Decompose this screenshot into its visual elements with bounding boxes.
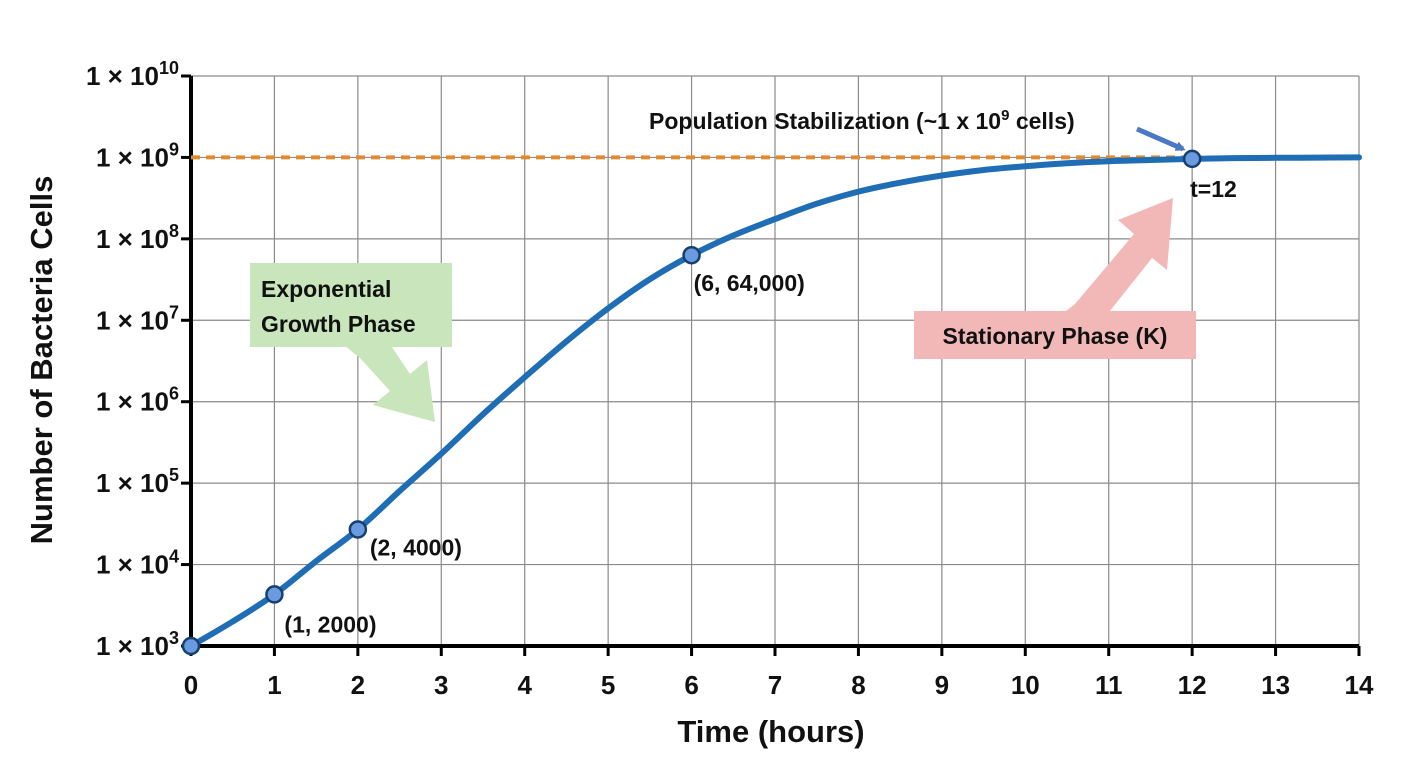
x-tick-label: 14 <box>1345 670 1374 700</box>
axes <box>181 74 1361 656</box>
data-point <box>682 245 701 265</box>
x-tick-label: 8 <box>851 670 865 700</box>
stationary-phase-arrow <box>1062 198 1173 336</box>
exponential-phase-annotation: Exponential Growth Phase <box>250 263 452 422</box>
y-tick-label: 1 × 103 <box>96 628 179 661</box>
y-tick-label: 1 × 106 <box>96 384 179 417</box>
data-points <box>181 149 1202 656</box>
data-point <box>348 520 368 539</box>
data-point-label: t=12 <box>1190 176 1237 202</box>
y-tick-label: 1 × 108 <box>96 221 179 254</box>
x-tick-label: 6 <box>684 670 698 700</box>
y-tick-label: 1 × 109 <box>96 139 179 172</box>
x-tick-labels: 0 1 2 3 4 5 6 7 8 9 10 11 12 13 14 <box>184 670 1374 700</box>
y-tick-label: 1 × 104 <box>96 547 179 580</box>
y-tick-labels: 1 × 103 1 × 104 1 × 105 1 × 106 1 × 107 1 × 1… <box>86 58 179 661</box>
x-tick-label: 7 <box>768 670 782 700</box>
growth-curve <box>188 154 1362 649</box>
x-tick-label: 1 <box>267 670 281 700</box>
x-tick-label: 12 <box>1178 670 1207 700</box>
stabilization-arrow <box>1136 126 1186 152</box>
x-tick-label: 4 <box>517 670 532 700</box>
stationary-phase-annotation: Stationary Phase (K) <box>914 198 1196 359</box>
data-point-label: (6, 64,000) <box>694 270 805 296</box>
x-tick-label: 5 <box>601 670 615 700</box>
data-point-label: (2, 4000) <box>370 534 462 560</box>
exponential-phase-label-line2: Growth Phase <box>261 311 416 337</box>
data-point <box>265 585 284 604</box>
stationary-phase-label: Stationary Phase (K) <box>943 323 1168 349</box>
x-tick-label: 3 <box>434 670 448 700</box>
x-tick-label: 13 <box>1261 670 1290 700</box>
point-labels: (1, 2000) (2, 4000) (6, 64,000) t=12 <box>284 176 1236 638</box>
data-point <box>181 636 201 656</box>
x-tick-label: 0 <box>184 670 198 700</box>
stationary-phase-box <box>914 311 1196 359</box>
x-tick-label: 10 <box>1011 670 1040 700</box>
data-point <box>1182 149 1202 169</box>
y-tick-label: 1 × 1010 <box>86 58 179 91</box>
x-tick-label: 2 <box>351 670 365 700</box>
x-axis-title: Time (hours) <box>677 714 864 749</box>
x-tick-label: 11 <box>1095 670 1123 700</box>
stabilization-label: Population Stabilization (~1 x 109 cells… <box>649 107 1075 134</box>
data-point-label: (1, 2000) <box>284 611 376 637</box>
x-tick-label: 9 <box>935 670 949 700</box>
exponential-phase-label-line1: Exponential <box>261 276 391 302</box>
y-axis-title: Number of Bacteria Cells <box>24 176 59 545</box>
exponential-phase-box <box>250 263 452 347</box>
stabilization-annotation: Population Stabilization (~1 x 109 cells… <box>649 107 1186 152</box>
y-tick-label: 1 × 105 <box>96 465 179 498</box>
y-tick-label: 1 × 107 <box>96 302 179 335</box>
